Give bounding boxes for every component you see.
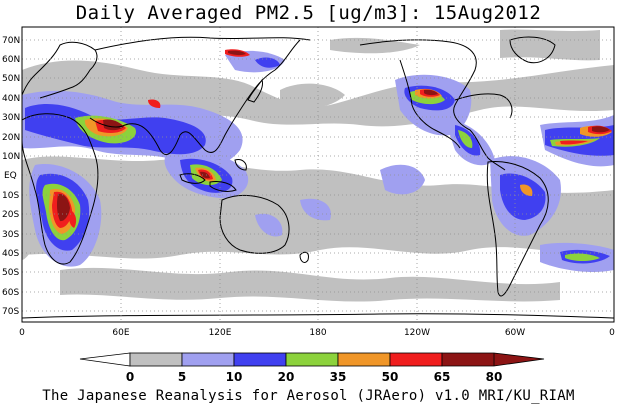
concentration-field [22, 29, 614, 319]
colorbar: 0 5 10 20 35 50 65 80 [79, 352, 545, 384]
colorbar-cell-6 [389, 352, 443, 367]
colorbar-label-65: 65 [434, 370, 451, 384]
lat-label-70n: 70N [2, 36, 20, 46]
plot-frame [21, 26, 615, 323]
lat-label-30n: 30N [2, 113, 20, 123]
colorbar-label-80: 80 [486, 370, 503, 384]
longitude-axis: 0 60E 120E 180 120W 60W 0 [19, 328, 615, 338]
colorbar-cell-3 [233, 352, 287, 367]
lat-label-20n: 20N [2, 133, 20, 143]
map-title: Daily Averaged PM2.5 [ug/m3]: 15Aug2012 [75, 2, 542, 24]
lat-label-10s: 10S [2, 191, 19, 201]
lon-label-120e: 120E [209, 328, 232, 338]
lat-label-50n: 50N [2, 74, 20, 84]
colorbar-cell-7 [441, 352, 545, 367]
colorbar-cell-4 [285, 352, 339, 367]
colorbar-cell-1 [129, 352, 183, 367]
coastlines [22, 36, 614, 319]
colorbar-cell-2 [181, 352, 235, 367]
lon-label-0: 0 [19, 328, 25, 338]
latitude-axis: 70N 60N 50N 40N 30N 20N 10N EQ 10S 20S 3… [2, 36, 20, 317]
lat-label-40s: 40S [2, 249, 19, 259]
colorbar-label-20: 20 [278, 370, 295, 384]
lon-label-180: 180 [309, 328, 326, 338]
lon-label-120w: 120W [404, 328, 430, 338]
lat-label-10n: 10N [2, 152, 20, 162]
colorbar-cell-0 [79, 352, 131, 367]
colorbar-cell-5 [337, 352, 391, 367]
lat-label-eq: EQ [4, 171, 17, 181]
lon-label-60e: 60E [112, 328, 129, 338]
lat-label-70s: 70S [2, 307, 19, 317]
lat-label-40n: 40N [2, 94, 20, 104]
lat-label-20s: 20S [2, 210, 19, 220]
lat-label-30s: 30S [2, 230, 19, 240]
lon-label-0-right: 0 [609, 328, 615, 338]
lat-label-50s: 50S [2, 268, 19, 278]
colorbar-label-35: 35 [330, 370, 347, 384]
colorbar-label-10: 10 [226, 370, 243, 384]
lon-label-60w: 60W [505, 328, 525, 338]
level-over-80-areas [56, 50, 610, 222]
colorbar-label-5: 5 [178, 370, 186, 384]
lat-label-60s: 60S [2, 288, 19, 298]
gridlines [22, 27, 614, 322]
lat-label-60n: 60N [2, 55, 20, 65]
colorbar-label-50: 50 [382, 370, 399, 384]
footer-credit: The Japanese Reanalysis for Aerosol (JRA… [42, 388, 575, 404]
colorbar-label-0: 0 [126, 370, 134, 384]
